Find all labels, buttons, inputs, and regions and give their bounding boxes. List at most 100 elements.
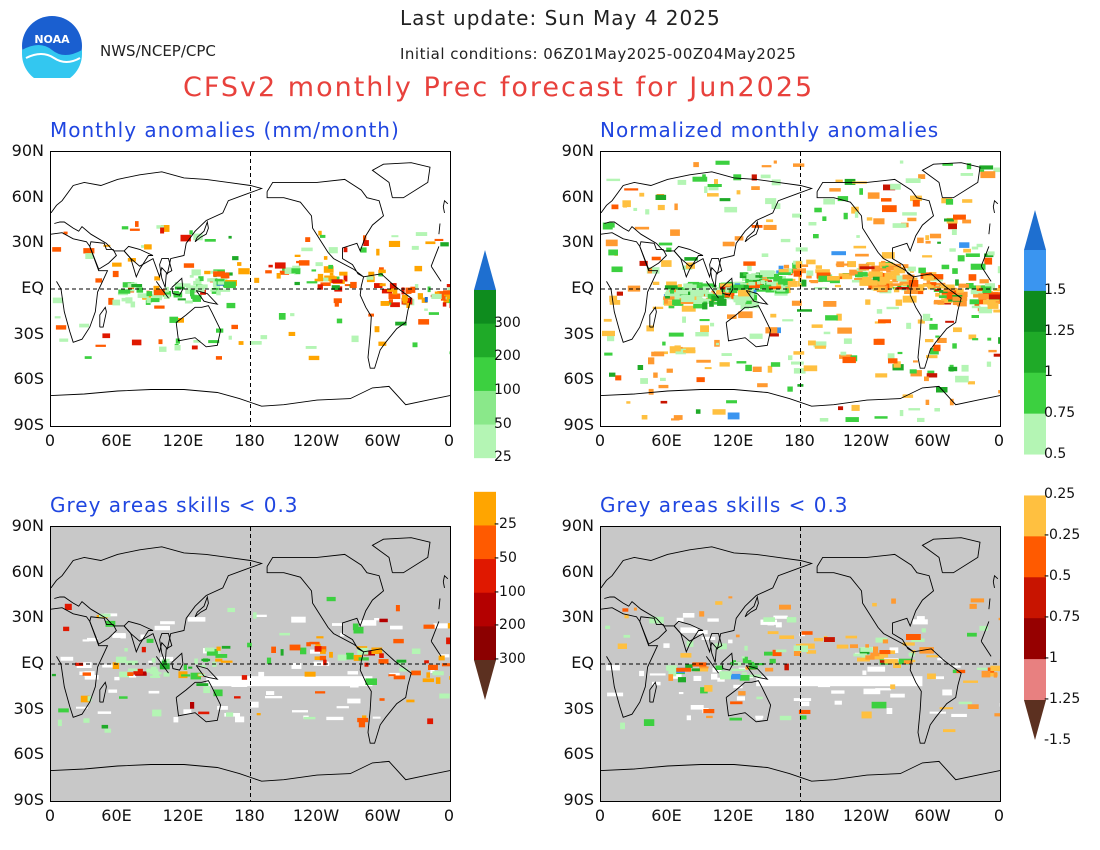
colorbar-label: -0.5 [1044,568,1072,585]
anomaly-cell [665,294,670,299]
anomaly-cell [661,260,672,267]
anomaly-cell [976,243,983,248]
anomaly-cell [249,341,262,345]
lat-label: 60N [561,561,594,581]
anomaly-cell [986,361,992,367]
map-panel-top-right [600,151,1001,427]
skill-patch [87,637,98,642]
anomaly-cell [865,299,871,305]
skill-patch [733,684,743,689]
anomaly-cell [681,305,696,312]
anomaly-cell [896,275,907,282]
anomaly-cell [442,295,446,301]
anomaly-cell [199,665,206,668]
anomaly-cell [224,281,236,289]
anomaly-cell [156,225,164,229]
anomaly-cell [274,262,286,269]
anomaly-cell [284,267,296,274]
anomaly-cell [352,623,359,631]
anomaly-cell [902,212,917,216]
anomaly-cell [851,206,859,214]
anomaly-cell [175,338,180,344]
anomaly-cell [447,297,450,300]
anomaly-cell [676,287,688,293]
anomaly-cell [815,269,830,274]
anomaly-cell [791,300,802,306]
anomaly-cell [971,246,979,250]
coastline [51,760,450,782]
anomaly-cell [908,652,915,657]
anomaly-cell [271,646,276,653]
anomaly-cell [189,275,194,278]
anomaly-cell [622,200,631,208]
anomaly-cell [873,218,885,225]
anomaly-cell [748,281,763,288]
anomaly-cell [806,259,816,265]
lat-label: 60S [563,369,594,389]
lon-label: 0 [993,806,1005,825]
anomaly-cell [799,715,807,720]
coastline [371,162,431,199]
anomaly-cell [857,657,870,662]
anomaly-cell [319,234,326,238]
anomaly-cell [388,674,396,677]
anomaly-cell [783,264,790,269]
anomaly-cell [652,281,660,285]
map-panel-bottom-left [50,526,451,802]
anomaly-cell [221,645,231,649]
colorbar-label: -0.75 [1044,609,1081,626]
anomaly-cell [751,186,760,190]
anomaly-cell [767,365,773,373]
anomaly-cell [208,340,220,344]
anomaly-cell [411,670,421,676]
skill-patch [682,613,695,618]
lat-label: 30N [11,607,44,627]
anomaly-cell [941,264,950,270]
anomaly-cell [422,678,434,683]
anomaly-cell [890,283,903,287]
lat-label: EQ [571,653,594,672]
anomaly-cell [879,650,889,658]
coastline [359,648,412,744]
anomaly-cell [793,351,805,355]
anomaly-cell [696,359,711,363]
lat-label: EQ [571,278,594,297]
anomaly-cell [793,163,805,167]
anomaly-cell [150,675,161,678]
anomaly-cell [724,206,738,213]
anomaly-cell [215,658,223,662]
anomaly-cell [715,342,719,346]
skill-patch [102,664,116,668]
anomaly-cell [843,338,852,344]
coastline [266,178,385,278]
anomaly-cell [358,721,366,728]
coastline [175,305,222,348]
anomaly-cell [835,179,843,183]
anomaly-cell [872,275,880,282]
anomaly-cell [411,245,419,250]
anomaly-cell [911,638,925,642]
coastline [99,306,107,328]
skill-patch [390,625,403,630]
coastline [195,290,219,305]
anomaly-cell [968,334,977,340]
skill-patch [756,676,923,687]
anomaly-cell [715,601,723,605]
anomaly-cell [193,340,201,343]
anomaly-cell [169,316,179,323]
anomaly-cell [183,664,187,670]
anomaly-cell [371,647,383,654]
lon-label: 0 [44,431,56,450]
anomaly-cell [146,291,153,297]
lon-label: 60E [651,806,682,825]
anomaly-cell [741,672,747,675]
anomaly-cell [746,283,750,286]
coastline [601,607,992,718]
anomaly-cell [662,341,666,346]
anomaly-cell [624,188,639,191]
anomaly-cell [842,356,856,364]
anomaly-cell [651,351,665,357]
anomaly-cell [191,295,202,299]
anomaly-cell [712,409,726,415]
anomaly-cell [883,184,896,191]
